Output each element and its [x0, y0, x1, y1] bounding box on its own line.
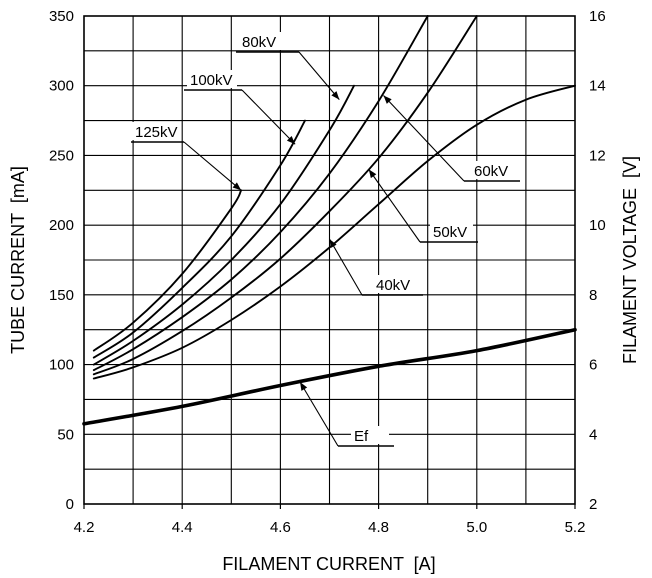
leader-line — [368, 169, 421, 243]
y-tick-label: 0 — [66, 496, 74, 513]
x-tick-label: 4.4 — [172, 519, 193, 536]
label-backdrop — [430, 222, 473, 240]
y-tick-label: 200 — [49, 217, 74, 234]
y-tick-label: 150 — [49, 287, 74, 304]
x-tick-label: 4.6 — [270, 519, 291, 536]
leader-line — [299, 381, 339, 447]
y2-tick-label: 8 — [589, 287, 597, 304]
leader-line — [183, 141, 242, 191]
curve-label-60kv: 60kV — [474, 163, 508, 180]
annotation-layer: 125kV 100kV 80kV 60kV 50kV 40kV Ef — [131, 32, 520, 447]
y-tick-label: 300 — [49, 78, 74, 95]
label-backdrop — [239, 32, 294, 50]
leader-arrowhead — [232, 182, 242, 191]
y2-axis-title: FILAMENT VOLTAGE [V] — [620, 156, 640, 364]
label-backdrop — [471, 161, 515, 179]
leader-line — [329, 238, 363, 296]
series-line-60kv — [92, 15, 478, 376]
y2-tick-label: 4 — [589, 426, 597, 443]
curve-label-125kv: 125kV — [135, 124, 178, 141]
x-tick-label: 4.8 — [368, 519, 389, 536]
y2-tick-label: 6 — [589, 357, 597, 374]
leader-arrowhead — [300, 382, 308, 391]
leader-arrowhead — [329, 239, 337, 248]
y2-tick-label: 16 — [589, 8, 606, 25]
y-tick-label: 250 — [49, 147, 74, 164]
grid — [84, 16, 575, 504]
label-backdrop — [187, 70, 237, 88]
leader-arrowhead — [286, 135, 296, 145]
x-tick-label: 5.0 — [466, 519, 487, 536]
x-tick-label: 5.2 — [565, 519, 586, 536]
series-line-100kv — [92, 119, 306, 359]
y2-tick-label: 12 — [589, 147, 606, 164]
series-line-70kv — [92, 15, 429, 372]
curve-label-ef: Ef — [354, 428, 369, 445]
plot-frame — [83, 15, 576, 505]
leader-arrowhead — [368, 169, 377, 179]
series-line-50kv — [92, 84, 576, 380]
leader-arrowhead — [383, 95, 392, 104]
label-backdrop — [373, 275, 418, 293]
y-tick-label: 350 — [49, 8, 74, 25]
series-line-125kv — [92, 189, 243, 352]
curve-label-100kv: 100kV — [190, 72, 233, 89]
curve-label-80kv: 80kV — [242, 34, 276, 51]
curve-label-40kv: 40kV — [376, 277, 410, 294]
curve-label-50kv: 50kV — [433, 224, 467, 241]
y-axis-title: TUBE CURRENT [mA] — [8, 166, 28, 354]
leader-line — [383, 95, 465, 182]
series-line-80kv — [92, 84, 355, 366]
label-backdrop — [132, 122, 179, 140]
x-tick-label: 4.2 — [74, 519, 95, 536]
y2-tick-label: 14 — [589, 78, 606, 95]
y-tick-label: 100 — [49, 357, 74, 374]
x-axis-title: FILAMENT CURRENT [A] — [222, 554, 435, 574]
leader-arrowhead — [331, 91, 340, 100]
label-backdrop — [351, 426, 389, 444]
leader-line — [241, 89, 296, 145]
series-layer — [82, 15, 577, 426]
y2-tick-label: 2 — [589, 496, 597, 513]
series-line-ef — [82, 327, 577, 426]
y2-tick-label: 10 — [589, 217, 606, 234]
y-tick-label: 50 — [57, 426, 74, 443]
leader-line — [298, 51, 340, 101]
tick-labels: 4.2 4.4 4.6 4.8 5.0 5.2 0 50 100 150 200 250 300 350 2… — [49, 8, 606, 536]
